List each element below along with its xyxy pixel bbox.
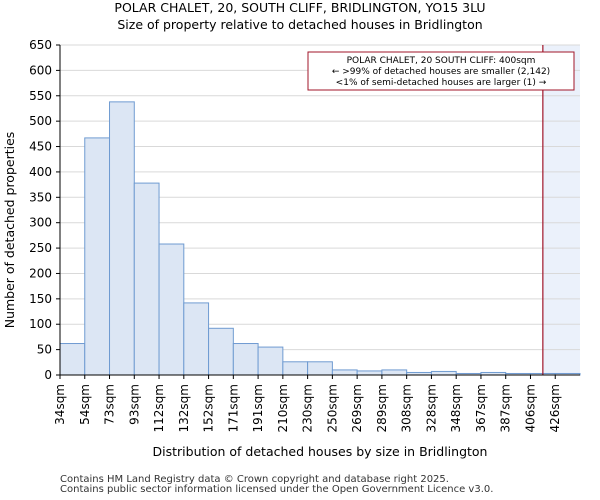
- annotation-line-2: ← >99% of detached houses are smaller (2…: [332, 67, 550, 77]
- footer-licence: Contains public sector information licen…: [60, 484, 494, 495]
- histogram-bar: [257, 346, 284, 376]
- y-tick-label: 500: [29, 114, 52, 128]
- x-tick-label: 426sqm: [548, 384, 562, 432]
- x-tick-label: 308sqm: [400, 384, 414, 432]
- histogram-bar: [183, 302, 210, 376]
- histogram-bar: [133, 182, 160, 376]
- x-tick-label: 348sqm: [449, 384, 463, 432]
- histogram-bar: [158, 243, 185, 376]
- y-tick-label: 350: [29, 190, 52, 204]
- x-tick-label: 367sqm: [474, 384, 488, 432]
- y-tick-label: 150: [29, 292, 52, 306]
- y-tick-label: 550: [29, 89, 52, 103]
- histogram-bar: [381, 369, 408, 376]
- y-axis-label: Number of detached properties: [2, 132, 17, 329]
- x-tick-label: 210sqm: [276, 384, 290, 432]
- x-tick-label: 406sqm: [523, 384, 537, 432]
- x-tick-label: 132sqm: [177, 384, 191, 432]
- y-tick-label: 0: [44, 368, 52, 382]
- x-tick-label: 93sqm: [127, 384, 141, 425]
- y-axis: 0 50 100 150 200 250 300 350 400 450 500 550 600 650: [29, 38, 61, 382]
- y-tick-label: 250: [29, 241, 52, 255]
- x-tick-label: 73sqm: [103, 384, 117, 425]
- bars: [59, 101, 581, 376]
- histogram-bar: [232, 343, 259, 376]
- annotation-line-1: POLAR CHALET, 20 SOUTH CLIFF: 400sqm: [347, 56, 536, 66]
- x-tick-label: 171sqm: [226, 384, 240, 432]
- histogram-bar: [109, 101, 135, 376]
- x-tick-label: 112sqm: [152, 384, 166, 432]
- x-tick-label: 152sqm: [202, 384, 216, 432]
- chart-title: POLAR CHALET, 20, SOUTH CLIFF, BRIDLINGT…: [114, 0, 486, 15]
- y-tick-label: 450: [29, 140, 52, 154]
- x-tick-label: 328sqm: [424, 384, 438, 432]
- histogram-bar: [208, 327, 234, 376]
- footer-copyright: Contains HM Land Registry data © Crown c…: [60, 474, 449, 485]
- histogram-bar: [282, 361, 309, 376]
- y-tick-label: 600: [29, 63, 52, 77]
- annotation-line-3: <1% of semi-detached houses are larger (…: [336, 78, 547, 88]
- histogram-bar: [356, 370, 383, 376]
- y-tick-label: 400: [29, 165, 52, 179]
- annotation-box: POLAR CHALET, 20 SOUTH CLIFF: 400sqm ← >…: [307, 51, 575, 91]
- y-tick-label: 200: [29, 266, 52, 280]
- x-tick-label: 230sqm: [301, 384, 315, 432]
- histogram-bar: [331, 369, 358, 376]
- highlight-region: [542, 45, 580, 375]
- chart-subtitle: Size of property relative to detached ho…: [117, 17, 483, 32]
- y-tick-label: 300: [29, 216, 52, 230]
- x-tick-label: 191sqm: [251, 384, 265, 432]
- y-tick-label: 100: [29, 317, 52, 331]
- x-tick-label: 269sqm: [350, 384, 364, 432]
- x-tick-label: 54sqm: [78, 384, 92, 425]
- x-tick-label: 250sqm: [325, 384, 339, 432]
- annotation-border: [307, 51, 575, 91]
- x-axis: 34sqm 54sqm 73sqm 93sqm 112sqm 132sqm 152sqm 17…: [53, 374, 580, 432]
- y-tick-label: 50: [37, 343, 52, 357]
- x-tick-label: 387sqm: [499, 384, 513, 432]
- histogram-bar: [430, 370, 457, 376]
- x-tick-label: 34sqm: [53, 384, 67, 425]
- histogram-bar: [84, 137, 111, 376]
- y-tick-label: 650: [29, 38, 52, 52]
- histogram-bar: [307, 361, 333, 376]
- histogram-bar: [59, 343, 86, 376]
- x-tick-label: 289sqm: [375, 384, 389, 432]
- x-axis-label: Distribution of detached houses by size …: [153, 444, 488, 459]
